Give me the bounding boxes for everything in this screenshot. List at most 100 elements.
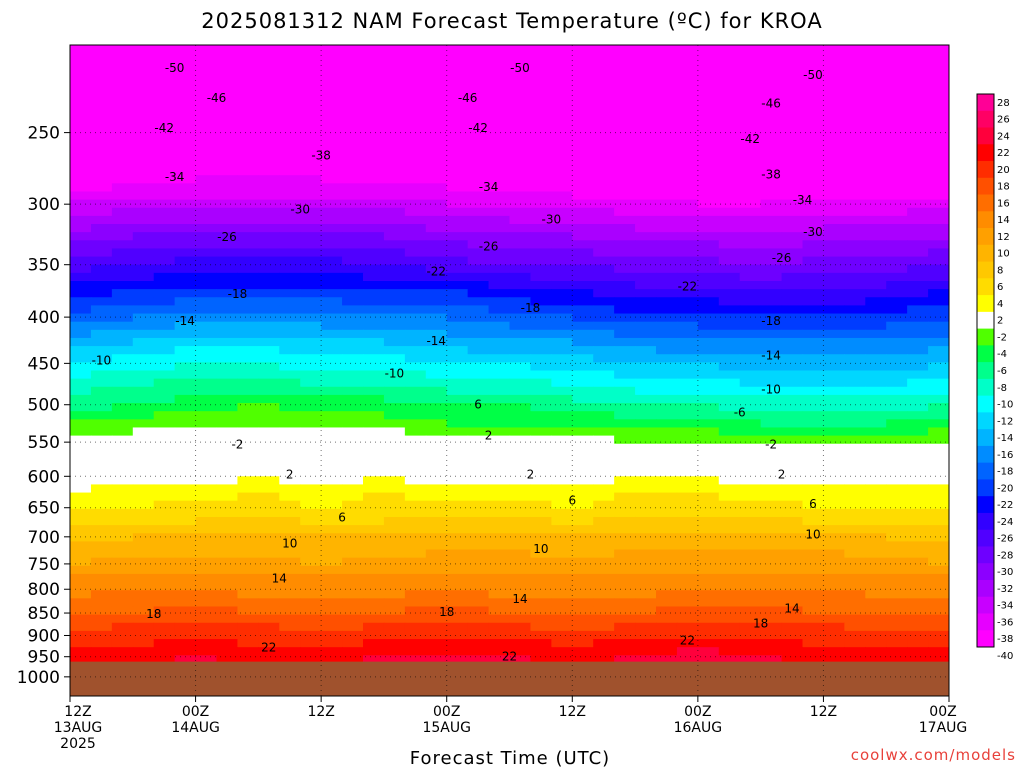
temperature-cell bbox=[174, 516, 197, 526]
temperature-cell bbox=[823, 118, 845, 127]
temperature-cell bbox=[530, 158, 552, 168]
temperature-cell bbox=[132, 378, 155, 388]
temperature-cell bbox=[697, 622, 720, 632]
temperature-cell bbox=[572, 199, 594, 209]
temperature-cell bbox=[530, 500, 552, 510]
temperature-cell bbox=[446, 289, 469, 298]
temperature-cell bbox=[174, 224, 197, 233]
temperature-cell bbox=[530, 468, 552, 477]
temperature-cell bbox=[635, 158, 657, 168]
temperature-cell bbox=[676, 403, 699, 412]
temperature-cell bbox=[153, 362, 176, 372]
temperature-cell bbox=[258, 264, 280, 274]
temperature-cell bbox=[760, 443, 783, 453]
temperature-cell bbox=[635, 582, 657, 591]
temperature-cell bbox=[363, 191, 385, 201]
temperature-cell bbox=[111, 215, 134, 225]
temperature-cell bbox=[802, 199, 825, 209]
temperature-cell bbox=[781, 346, 804, 355]
temperature-cell bbox=[404, 411, 427, 420]
temperature-cell bbox=[614, 207, 636, 217]
temperature-cell bbox=[446, 590, 469, 599]
temperature-cell bbox=[928, 476, 949, 486]
temperature-cell bbox=[321, 508, 343, 518]
temperature-cell bbox=[488, 45, 511, 54]
temperature-cell bbox=[195, 647, 218, 656]
temperature-cell bbox=[216, 573, 239, 583]
temperature-cell bbox=[572, 248, 594, 258]
temperature-cell bbox=[404, 77, 427, 87]
temperature-cell bbox=[781, 370, 804, 380]
temperature-cell bbox=[530, 460, 552, 469]
temperature-cell bbox=[258, 280, 280, 290]
temperature-cell bbox=[342, 45, 364, 54]
temperature-cell bbox=[886, 647, 908, 656]
temperature-cell bbox=[739, 183, 762, 193]
temperature-cell bbox=[572, 85, 594, 95]
temperature-cell bbox=[865, 468, 887, 477]
colorbar-swatch bbox=[977, 496, 994, 514]
temperature-cell bbox=[195, 297, 218, 306]
colorbar-label: 28 bbox=[997, 98, 1010, 109]
temperature-cell bbox=[572, 427, 594, 437]
temperature-cell bbox=[865, 484, 887, 494]
temperature-cell bbox=[111, 606, 134, 616]
temperature-cell bbox=[383, 337, 406, 347]
contour-label: -46 bbox=[761, 96, 781, 110]
temperature-cell bbox=[635, 264, 657, 274]
temperature-cell bbox=[300, 533, 322, 542]
temperature-cell bbox=[195, 427, 218, 437]
temperature-cell bbox=[907, 525, 929, 534]
temperature-cell bbox=[697, 541, 720, 551]
temperature-cell bbox=[697, 451, 720, 461]
temperature-cell bbox=[258, 248, 280, 258]
temperature-cell bbox=[907, 573, 929, 583]
temperature-cell bbox=[760, 280, 783, 290]
temperature-cell bbox=[781, 386, 804, 396]
temperature-cell bbox=[425, 460, 448, 469]
temperature-cell bbox=[195, 378, 218, 388]
temperature-cell bbox=[865, 614, 887, 624]
temperature-cell bbox=[656, 126, 678, 136]
temperature-cell bbox=[697, 443, 720, 453]
temperature-cell bbox=[258, 313, 280, 323]
temperature-cell bbox=[363, 549, 385, 559]
temperature-cell bbox=[237, 289, 259, 298]
temperature-cell bbox=[174, 305, 197, 315]
temperature-cell bbox=[321, 370, 343, 380]
temperature-cell bbox=[70, 647, 92, 656]
contour-label: -30 bbox=[290, 202, 310, 216]
temperature-cell bbox=[363, 346, 385, 355]
temperature-cell bbox=[216, 630, 239, 640]
temperature-cell bbox=[153, 126, 176, 136]
temperature-cell bbox=[90, 256, 113, 266]
temperature-cell bbox=[635, 150, 657, 160]
temperature-cell bbox=[635, 118, 657, 127]
temperature-cell bbox=[488, 297, 511, 306]
temperature-cell bbox=[697, 297, 720, 306]
temperature-cell bbox=[781, 476, 804, 486]
colorbar-swatch bbox=[977, 630, 994, 648]
temperature-cell bbox=[572, 541, 594, 551]
temperature-cell bbox=[530, 69, 552, 79]
temperature-cell bbox=[676, 150, 699, 160]
temperature-cell bbox=[216, 362, 239, 372]
temperature-cell bbox=[111, 280, 134, 290]
temperature-cell bbox=[279, 370, 301, 380]
temperature-cell bbox=[802, 232, 825, 241]
temperature-cell bbox=[760, 289, 783, 298]
contour-label: 22 bbox=[680, 633, 695, 647]
temperature-cell bbox=[739, 207, 762, 217]
temperature-cell bbox=[70, 639, 92, 648]
temperature-cell bbox=[300, 427, 322, 437]
temperature-cell bbox=[886, 362, 908, 372]
temperature-cell bbox=[781, 215, 804, 225]
temperature-cell bbox=[635, 419, 657, 429]
temperature-cell bbox=[237, 598, 259, 608]
temperature-cell bbox=[676, 175, 699, 184]
temperature-cell bbox=[258, 557, 280, 567]
temperature-cell bbox=[467, 354, 490, 363]
temperature-cell bbox=[174, 484, 197, 494]
temperature-cell bbox=[760, 573, 783, 583]
temperature-cell bbox=[844, 167, 866, 176]
